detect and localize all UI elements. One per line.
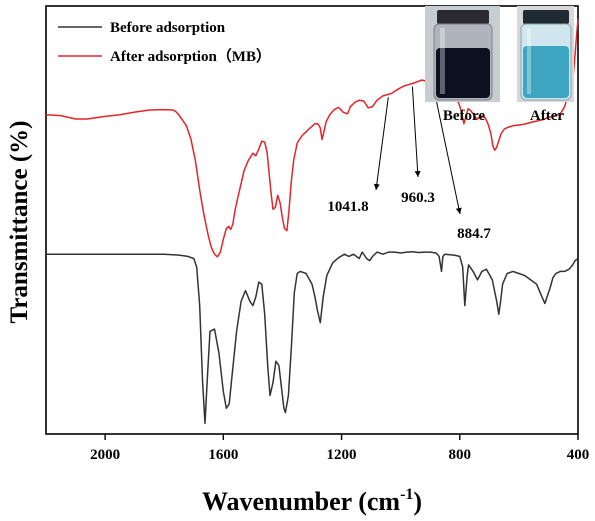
annotation-label-1041.8: 1041.8 xyxy=(327,199,368,215)
legend-label-before: Before adsorption xyxy=(110,20,226,36)
annotation-label-960.3: 960.3 xyxy=(401,190,435,206)
photo-label-after: After xyxy=(530,108,564,124)
annotation-label-884.7: 884.7 xyxy=(457,226,491,242)
legend-label-after: After adsorption（MB） xyxy=(110,47,271,65)
x-tick-label-2000: 2000 xyxy=(90,447,120,463)
x-tick-label-1600: 1600 xyxy=(208,447,238,463)
annotation-arrow-1041.8 xyxy=(373,97,389,191)
series-line-before-adsorption xyxy=(46,250,579,425)
x-axis-title-main: Wavenumber (cm xyxy=(202,487,400,516)
legend: Before adsorption After adsorption（MB） xyxy=(58,20,271,65)
photo-before-liquid xyxy=(436,48,490,98)
x-tick-label-1200: 1200 xyxy=(327,447,357,463)
inset-photo-before xyxy=(425,6,500,102)
x-tick-label-400: 400 xyxy=(567,447,590,463)
inset-photo-after xyxy=(517,6,574,102)
series-line-after-adsorption xyxy=(45,18,579,258)
x-axis-ticks: 2000 1600 1200 800 400 xyxy=(90,434,589,463)
annotation-arrow-884.7 xyxy=(434,92,462,215)
photo-before-cap xyxy=(437,10,489,24)
y-axis-title: Transmittance (%) xyxy=(6,121,33,324)
x-axis-title-superscript: -1 xyxy=(400,486,413,503)
photo-after-cap xyxy=(523,10,569,24)
series-layer xyxy=(45,18,579,425)
x-axis-title: Wavenumber (cm-1) xyxy=(202,486,422,516)
annotation-layer: 1041.8 960.3 884.7 xyxy=(327,86,491,242)
photo-before-highlight xyxy=(440,28,445,94)
x-axis-title-close: ) xyxy=(413,487,422,516)
x-tick-label-800: 800 xyxy=(449,447,472,463)
photo-after-highlight xyxy=(527,28,531,94)
photo-label-before: Before xyxy=(443,108,486,124)
photo-after-liquid xyxy=(523,46,569,98)
annotation-arrow-960.3 xyxy=(411,86,421,178)
plot-frame xyxy=(45,5,579,435)
